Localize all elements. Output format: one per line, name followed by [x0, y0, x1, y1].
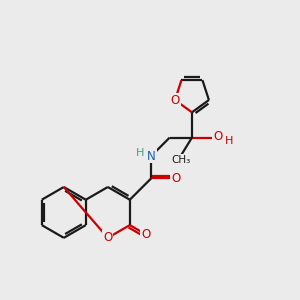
Text: N: N — [147, 149, 156, 163]
Text: O: O — [141, 228, 150, 241]
Text: O: O — [170, 94, 180, 106]
Text: O: O — [172, 172, 181, 185]
Text: CH₃: CH₃ — [171, 154, 190, 165]
Text: H: H — [136, 148, 144, 158]
Text: H: H — [225, 136, 233, 146]
Text: O: O — [213, 130, 222, 143]
Text: O: O — [103, 231, 112, 244]
